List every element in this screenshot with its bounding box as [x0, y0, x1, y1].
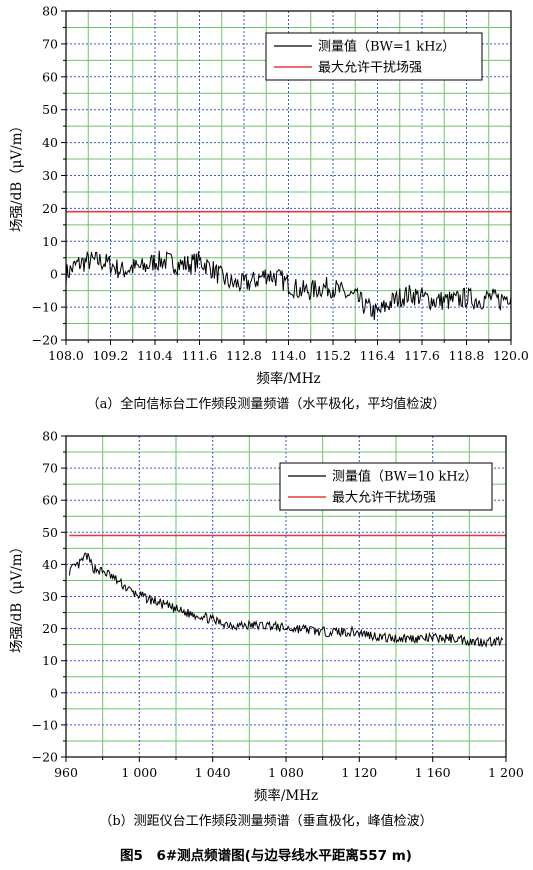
series-measured-line [68, 552, 504, 648]
grid [66, 436, 506, 757]
y-tick-label: −10 [32, 717, 58, 732]
x-tick-label: 110.4 [137, 348, 173, 363]
x-tick-label: 109.2 [93, 348, 129, 363]
x-tick-label: 120.0 [493, 348, 529, 363]
x-axis-label: 频率/MHz [254, 787, 318, 804]
panel-caption: （a）全向信标台工作频段测量频谱（水平极化，平均值检波） [87, 396, 446, 412]
legend-box [265, 32, 483, 81]
y-tick-label: 60 [42, 493, 58, 508]
y-tick-label: 20 [42, 201, 58, 216]
x-tick-label: 114.0 [271, 348, 307, 363]
chart-a: 108.0 109.2 110.4 111.6 112.8 114.0 115.2 116.4… [9, 4, 529, 413]
x-tick-label: 960 [54, 765, 78, 780]
x-tick-label: 111.6 [182, 348, 218, 363]
legend-label: 最大允许干扰场强 [332, 490, 436, 506]
y-tick-label: 80 [42, 4, 58, 19]
figure-caption: 图5 6#测点频谱图(与边导线水平距离557 m) [120, 847, 412, 864]
x-tick-label: 108.0 [48, 348, 84, 363]
x-tick-label: 1 080 [268, 765, 304, 780]
y-tick-label: 50 [42, 525, 58, 540]
y-axis-label: 场强/dB（μV/m） [9, 119, 25, 232]
y-tick-label: 50 [42, 102, 58, 117]
x-tick-label: 112.8 [226, 348, 262, 363]
chart-b: 960 1 000 1 040 1 080 1 120 1 160 1 200 −20 −10 0… [9, 429, 524, 830]
panel-caption: （b）测距仪台工作频段测量频谱（垂直极化，峰值检波） [99, 813, 432, 829]
y-tick-label: 30 [42, 589, 58, 604]
x-tick-label: 1 160 [415, 765, 451, 780]
y-tick-label: 10 [42, 234, 58, 249]
y-tick-label: 20 [42, 621, 58, 636]
y-tick-label: 70 [42, 36, 58, 51]
y-tick-label: 0 [50, 685, 58, 700]
x-tick-label: 1 000 [121, 765, 157, 780]
y-tick-label: 40 [42, 135, 58, 150]
x-tick-label: 1 040 [195, 765, 231, 780]
x-tick-label: 1 200 [488, 765, 524, 780]
y-tick-label: 10 [42, 653, 58, 668]
y-tick-label: −20 [32, 333, 58, 348]
y-axis-label: 场强/dB（μV/m） [9, 540, 25, 653]
y-tick-label: −20 [32, 750, 58, 765]
y-tick-label: 60 [42, 69, 58, 84]
y-tick-label: 30 [42, 168, 58, 183]
series-measured-line [65, 250, 512, 321]
legend: 测量值（BW=10 kHz） 最大允许干扰场强 [279, 462, 493, 511]
legend-box [279, 462, 493, 511]
x-tick-label: 115.2 [315, 348, 351, 363]
legend: 测量值（BW=1 kHz） 最大允许干扰场强 [265, 32, 483, 81]
x-tick-label: 1 120 [341, 765, 377, 780]
x-tick-label: 118.8 [449, 348, 485, 363]
y-tick-label: 40 [42, 557, 58, 572]
x-tick-label: 116.4 [360, 348, 396, 363]
y-tick-label: 80 [42, 429, 58, 444]
y-tick-label: 70 [42, 461, 58, 476]
y-tick-label: 0 [50, 267, 58, 282]
legend-label: 测量值（BW=1 kHz） [318, 39, 455, 55]
legend-label: 最大允许干扰场强 [318, 60, 422, 76]
y-tick-label: −10 [32, 300, 58, 315]
x-axis-label: 频率/MHz [256, 370, 320, 387]
x-tick-label: 117.6 [404, 348, 440, 363]
legend-label: 测量值（BW=10 kHz） [332, 469, 478, 485]
